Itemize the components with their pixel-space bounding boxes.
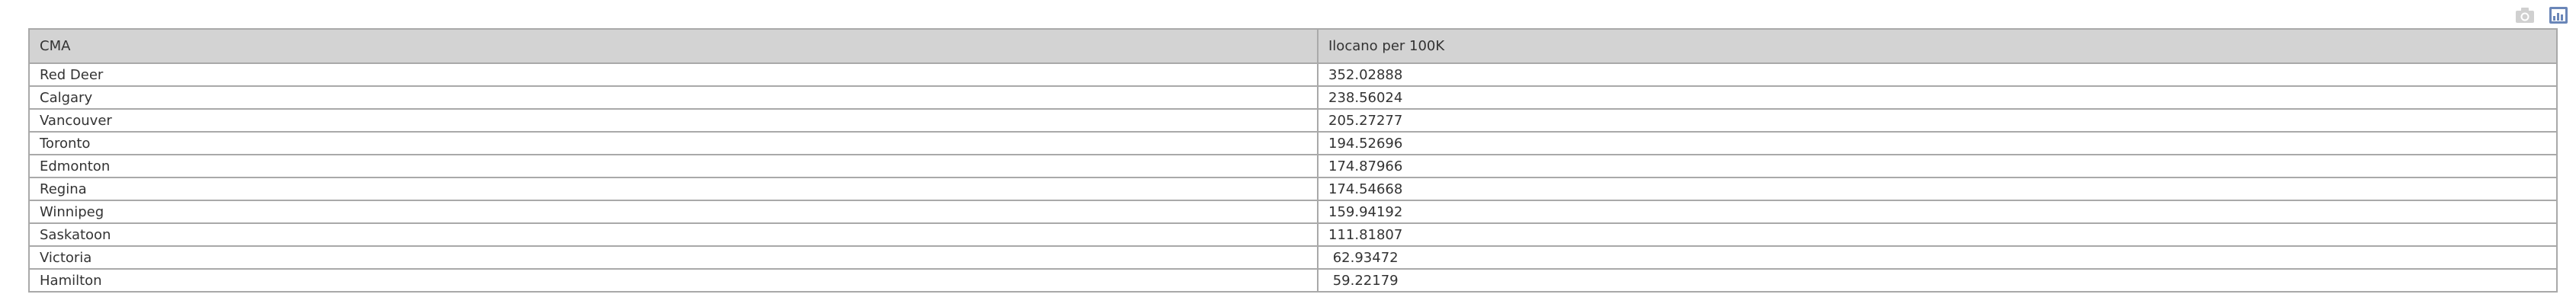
table-row: Winnipeg 159.94192 <box>30 200 2556 223</box>
cell-value: 174.54668 <box>1318 177 2556 200</box>
cell-value: 111.81807 <box>1318 222 2556 246</box>
data-table: CMA Ilocano per 100K Red Deer 352.02888 … <box>28 28 2558 293</box>
cell-cma: Winnipeg <box>30 200 1319 223</box>
table-row: Regina 174.54668 <box>30 177 2556 200</box>
cell-value: 238.56024 <box>1318 85 2556 109</box>
column-header-cma[interactable]: CMA <box>30 30 1319 64</box>
table-row: Victoria 62.93472 <box>30 245 2556 269</box>
table-header-row: CMA Ilocano per 100K <box>30 30 2556 64</box>
table-row: Vancouver 205.27277 <box>30 108 2556 132</box>
cell-cma: Toronto <box>30 131 1319 155</box>
table-row: Edmonton 174.87966 <box>30 154 2556 177</box>
cell-cma: Saskatoon <box>30 222 1319 246</box>
table-row: Calgary 238.56024 <box>30 85 2556 109</box>
chart-icon[interactable] <box>2547 5 2570 26</box>
column-header-ilocano-per-100k[interactable]: Ilocano per 100K <box>1318 30 2556 64</box>
cell-cma: Edmonton <box>30 154 1319 177</box>
cell-cma: Calgary <box>30 85 1319 109</box>
cell-cma: Regina <box>30 177 1319 200</box>
cell-cma: Red Deer <box>30 63 1319 86</box>
cell-cma: Victoria <box>30 245 1319 269</box>
cell-value: 174.87966 <box>1318 154 2556 177</box>
table-row: Hamilton 59.22179 <box>30 268 2556 291</box>
toolbar <box>2513 3 2570 27</box>
cell-value: 59.22179 <box>1318 268 2556 291</box>
cell-cma: Vancouver <box>30 108 1319 132</box>
cell-value: 159.94192 <box>1318 200 2556 223</box>
cell-value: 194.52696 <box>1318 131 2556 155</box>
cell-value: 352.02888 <box>1328 66 1403 83</box>
table-row: Saskatoon 111.81807 <box>30 222 2556 246</box>
camera-icon[interactable] <box>2513 5 2536 26</box>
cell-value: 62.93472 <box>1318 245 2556 269</box>
cell-cma: Hamilton <box>30 268 1319 291</box>
table-row: Toronto 194.52696 <box>30 131 2556 155</box>
table-row: Red Deer 352.02888 <box>30 63 2556 86</box>
cell-value: 205.27277 <box>1318 108 2556 132</box>
